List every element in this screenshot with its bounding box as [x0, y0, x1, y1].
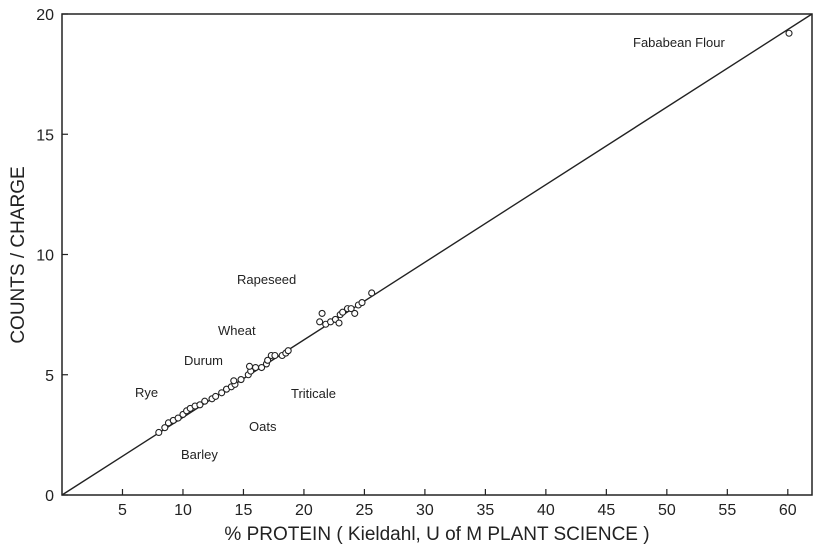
- annotation: Rye: [135, 385, 158, 400]
- point: [161, 424, 169, 432]
- annotation: Triticale: [291, 386, 336, 401]
- point: [258, 363, 266, 372]
- y-tick-label: 15: [36, 127, 54, 144]
- x-tick-label: 5: [118, 502, 127, 519]
- x-axis-label: % PROTEIN ( Kieldahl, U of M PLANT SCIEN…: [224, 524, 649, 545]
- annotation: Durum: [184, 353, 223, 368]
- point: [174, 414, 182, 422]
- point: [264, 356, 272, 364]
- point: [196, 401, 204, 409]
- point: [785, 29, 793, 37]
- point: [368, 289, 376, 297]
- y-axis-label: COUNTS / CHARGE: [8, 166, 29, 343]
- y-tick-label: 0: [45, 488, 54, 505]
- annotation: Rapeseed: [237, 272, 296, 287]
- x-tick-label: 60: [779, 502, 797, 519]
- point: [245, 362, 254, 370]
- annotation: Oats: [249, 419, 277, 434]
- point: [218, 389, 226, 397]
- point: [271, 351, 279, 360]
- fit-line: [61, 13, 813, 496]
- x-tick-label: 40: [537, 502, 555, 519]
- point: [347, 305, 355, 313]
- x-tick-label: 35: [476, 502, 494, 519]
- annotation: Fababean Flour: [633, 35, 725, 50]
- y-tick-label: 10: [36, 248, 54, 265]
- x-tick-label: 30: [416, 502, 434, 519]
- y-tick-label: 20: [36, 7, 54, 24]
- point: [201, 397, 209, 405]
- point: [339, 308, 347, 316]
- annotation: Barley: [181, 447, 218, 462]
- annotation: Wheat: [218, 323, 256, 338]
- point: [318, 309, 326, 317]
- point: [358, 299, 366, 307]
- point: [251, 363, 260, 372]
- x-tick-label: 45: [597, 502, 615, 519]
- x-tick-label: 15: [235, 502, 253, 519]
- point: [237, 376, 245, 384]
- y-tick-label: 5: [45, 368, 54, 385]
- point: [316, 318, 324, 326]
- point: [335, 319, 343, 327]
- x-tick-label: 20: [295, 502, 313, 519]
- x-tick-label: 10: [174, 502, 192, 519]
- point: [351, 309, 359, 317]
- x-tick-label: 55: [718, 502, 736, 519]
- x-tick-label: 25: [356, 502, 374, 519]
- point: [284, 347, 292, 355]
- point: [230, 377, 238, 385]
- point: [212, 392, 220, 400]
- x-tick-label: 50: [658, 502, 676, 519]
- point: [155, 428, 163, 437]
